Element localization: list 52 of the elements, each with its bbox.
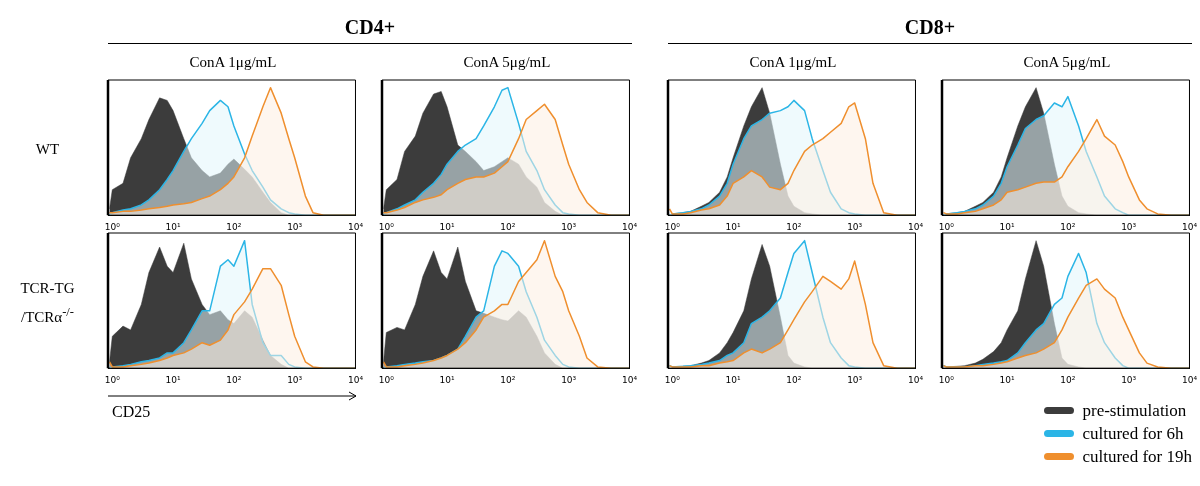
x-tick-label: 10⁰ xyxy=(378,221,395,232)
x-tick-label: 10⁰ xyxy=(938,374,955,385)
legend-label: pre-stimulation xyxy=(1082,400,1187,422)
x-tick-label: 10⁴ xyxy=(907,221,924,232)
x-tick-label: 10³ xyxy=(561,221,577,232)
chart-title: ConA 5μg/mL xyxy=(462,54,552,71)
x-tick-label: 10¹ xyxy=(165,221,182,232)
x-tick-label: 10³ xyxy=(1121,221,1137,232)
x-axis-title: CD25 xyxy=(112,403,151,421)
x-tick-label: 10⁴ xyxy=(347,374,364,385)
x-tick-label: 10⁴ xyxy=(347,221,364,232)
x-tick-label: 10⁴ xyxy=(907,374,924,385)
x-tick-label: 10³ xyxy=(287,221,303,232)
x-tick-label: 10³ xyxy=(561,374,577,385)
x-tick-label: 10¹ xyxy=(999,221,1016,232)
x-tick-label: 10² xyxy=(226,374,242,385)
x-tick-label: 10² xyxy=(1060,221,1076,232)
x-tick-label: 10¹ xyxy=(439,221,456,232)
x-tick-label: 10² xyxy=(500,374,516,385)
x-tick-label: 10¹ xyxy=(725,374,742,385)
x-tick-label: 10⁰ xyxy=(378,374,395,385)
chart-title: ConA 1μg/mL xyxy=(188,54,278,71)
x-tick-label: 10⁴ xyxy=(621,221,638,232)
x-tick-label: 10⁴ xyxy=(1181,374,1198,385)
x-tick-label: 10¹ xyxy=(165,374,182,385)
x-tick-label: 10³ xyxy=(847,374,863,385)
y-axis-title: WT xyxy=(34,140,61,160)
x-tick-label: 10³ xyxy=(287,374,303,385)
text: CD8+ xyxy=(668,16,1192,44)
x-tick-label: 10⁴ xyxy=(1181,221,1198,232)
x-tick-label: 10² xyxy=(786,221,802,232)
x-tick-label: 10¹ xyxy=(725,221,742,232)
chart-title: ConA 1μg/mL xyxy=(748,54,838,71)
x-tick-label: 10⁴ xyxy=(621,374,638,385)
y-axis-title: TCR-TG /TCRα$^{-/-}$ xyxy=(19,278,76,327)
x-tick-label: 10¹ xyxy=(439,374,456,385)
text: CD4+ xyxy=(108,16,632,44)
legend-label: cultured for 19h xyxy=(1082,446,1192,468)
chart-title: ConA 5μg/mL xyxy=(1022,54,1112,71)
legend-label: cultured for 6h xyxy=(1082,423,1184,445)
x-tick-label: 10⁰ xyxy=(664,374,681,385)
x-tick-label: 10¹ xyxy=(999,374,1016,385)
x-tick-label: 10² xyxy=(786,374,802,385)
x-tick-label: 10³ xyxy=(847,221,863,232)
x-tick-label: 10² xyxy=(1060,374,1076,385)
x-tick-label: 10⁰ xyxy=(104,374,121,385)
x-tick-label: 10² xyxy=(226,221,242,232)
x-tick-label: 10² xyxy=(500,221,516,232)
x-tick-label: 10³ xyxy=(1121,374,1137,385)
x-tick-label: 10⁰ xyxy=(104,221,121,232)
x-tick-label: 10⁰ xyxy=(664,221,681,232)
x-tick-label: 10⁰ xyxy=(938,221,955,232)
